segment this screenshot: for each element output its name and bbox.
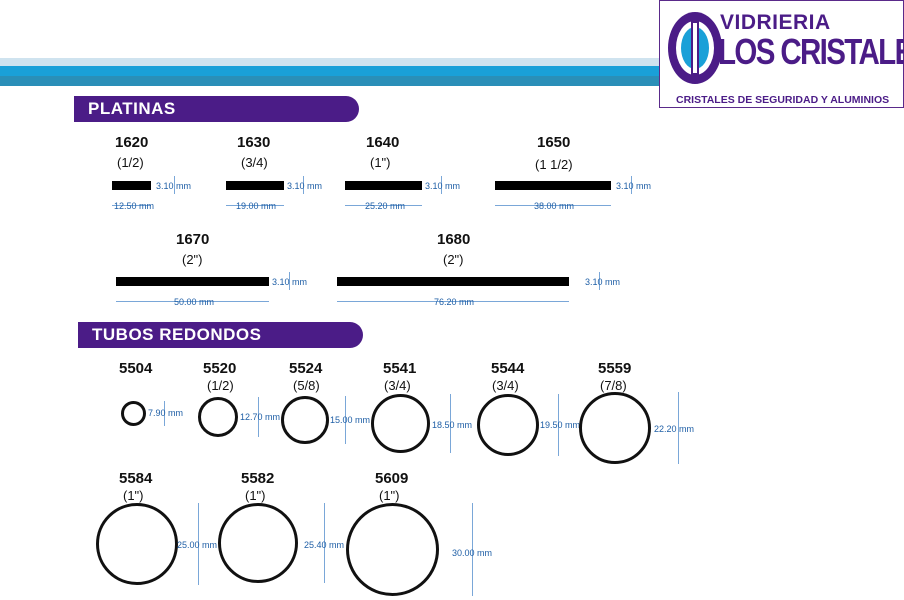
tubo-code: 5559 <box>598 360 632 377</box>
platina-bar <box>226 181 284 190</box>
tubo-diameter: 25.00 mm <box>177 540 218 550</box>
brand-line2: LOS CRISTALES <box>718 31 904 72</box>
tubo-code: 5524 <box>289 360 323 377</box>
width-dim-line <box>495 205 611 206</box>
platina-size: (3/4) <box>241 155 268 170</box>
platina-size: (1/2) <box>117 155 144 170</box>
tubo-size: (7/8) <box>600 378 627 393</box>
platina-width: 38.00 mm <box>534 201 575 211</box>
tubo-ring <box>371 394 430 453</box>
platina-size: (1 1/2) <box>535 157 573 172</box>
section-title-platinas: PLATINAS <box>74 96 359 122</box>
tubo-diameter: 7.90 mm <box>148 408 184 418</box>
tubo-size: (3/4) <box>492 378 519 393</box>
thickness-dim-line <box>289 272 290 290</box>
diameter-dim-line <box>450 394 451 453</box>
tubo-code: 5520 <box>203 360 237 377</box>
tubo-ring <box>281 396 329 444</box>
platina-width: 50.00 mm <box>174 297 215 307</box>
platina-bar <box>495 181 611 190</box>
platina-thickness: 3.10 mm <box>287 181 323 191</box>
tubo-code: 5504 <box>119 360 153 377</box>
platina-code: 1620 <box>115 134 149 151</box>
width-dim-line <box>226 205 284 206</box>
platina-bar <box>337 277 569 286</box>
tubo-ring <box>121 401 146 426</box>
tubo-ring <box>218 503 298 583</box>
tubo-diameter: 22.20 mm <box>654 424 695 434</box>
width-dim-line <box>112 205 151 206</box>
tubo-diameter: 25.40 mm <box>304 540 345 550</box>
thickness-dim-line <box>441 176 442 194</box>
diameter-dim-line <box>345 396 346 444</box>
tubo-ring <box>477 394 539 456</box>
header-band-cyan <box>0 66 904 76</box>
diameter-dim-line <box>472 503 473 596</box>
tubo-size: (1") <box>379 488 400 503</box>
platina-code: 1640 <box>366 134 400 151</box>
platina-width: 25.20 mm <box>365 201 406 211</box>
thickness-dim-line <box>631 176 632 194</box>
tubo-code: 5541 <box>383 360 417 377</box>
platina-width: 76.20 mm <box>434 297 475 307</box>
platina-width: 12.50 mm <box>114 201 155 211</box>
tubo-ring <box>579 392 651 464</box>
tubo-size: (3/4) <box>384 378 411 393</box>
platina-bar <box>345 181 422 190</box>
platina-thickness: 3.10 mm <box>272 277 308 287</box>
diameter-dim-line <box>558 394 559 456</box>
width-dim-line <box>116 301 269 302</box>
section-title-tubos: TUBOS REDONDOS <box>78 322 363 348</box>
brand-emblem-icon <box>668 12 722 84</box>
platina-bar <box>112 181 151 190</box>
tubo-code: 5584 <box>119 470 153 487</box>
tubo-size: (1/2) <box>207 378 234 393</box>
brand-logo: VIDRIERIA LOS CRISTALES CRISTALES DE SEG… <box>659 0 904 108</box>
tubo-size: (5/8) <box>293 378 320 393</box>
platina-thickness: 3.10 mm <box>616 181 652 191</box>
tubo-ring <box>96 503 178 585</box>
platina-code: 1630 <box>237 134 271 151</box>
thickness-dim-line <box>599 272 600 290</box>
tubo-size: (1") <box>245 488 266 503</box>
tubo-code: 5609 <box>375 470 409 487</box>
width-dim-line <box>345 205 422 206</box>
diameter-dim-line <box>324 503 325 583</box>
diameter-dim-line <box>198 503 199 585</box>
diameter-dim-line <box>678 392 679 464</box>
platina-thickness: 3.10 mm <box>585 277 621 287</box>
header-band-light <box>0 58 904 66</box>
tubo-diameter: 18.50 mm <box>432 420 473 430</box>
tubo-ring <box>346 503 439 596</box>
header-band-teal <box>0 76 904 86</box>
brand-tagline: CRISTALES DE SEGURIDAD Y ALUMINIOS <box>676 94 890 106</box>
diameter-dim-line <box>164 401 165 426</box>
platina-bar <box>116 277 269 286</box>
platina-code: 1650 <box>537 134 571 151</box>
tubo-diameter: 19.50 mm <box>540 420 581 430</box>
tubo-diameter: 15.00 mm <box>330 415 371 425</box>
platina-thickness: 3.10 mm <box>425 181 461 191</box>
tubo-ring <box>198 397 238 437</box>
platina-code: 1670 <box>176 231 210 248</box>
tubo-size: (1") <box>123 488 144 503</box>
platina-size: (2") <box>182 252 203 267</box>
brand-line1: VIDRIERIA <box>720 11 831 34</box>
platina-code: 1680 <box>437 231 471 248</box>
tubo-code: 5544 <box>491 360 525 377</box>
thickness-dim-line <box>174 176 175 194</box>
platina-size: (2") <box>443 252 464 267</box>
diameter-dim-line <box>258 397 259 437</box>
tubo-diameter: 12.70 mm <box>240 412 281 422</box>
platina-width: 19.00 mm <box>236 201 277 211</box>
platina-size: (1") <box>370 155 391 170</box>
thickness-dim-line <box>303 176 304 194</box>
platina-thickness: 3.10 mm <box>156 181 192 191</box>
tubo-diameter: 30.00 mm <box>452 548 493 558</box>
tubo-code: 5582 <box>241 470 275 487</box>
width-dim-line <box>337 301 569 302</box>
